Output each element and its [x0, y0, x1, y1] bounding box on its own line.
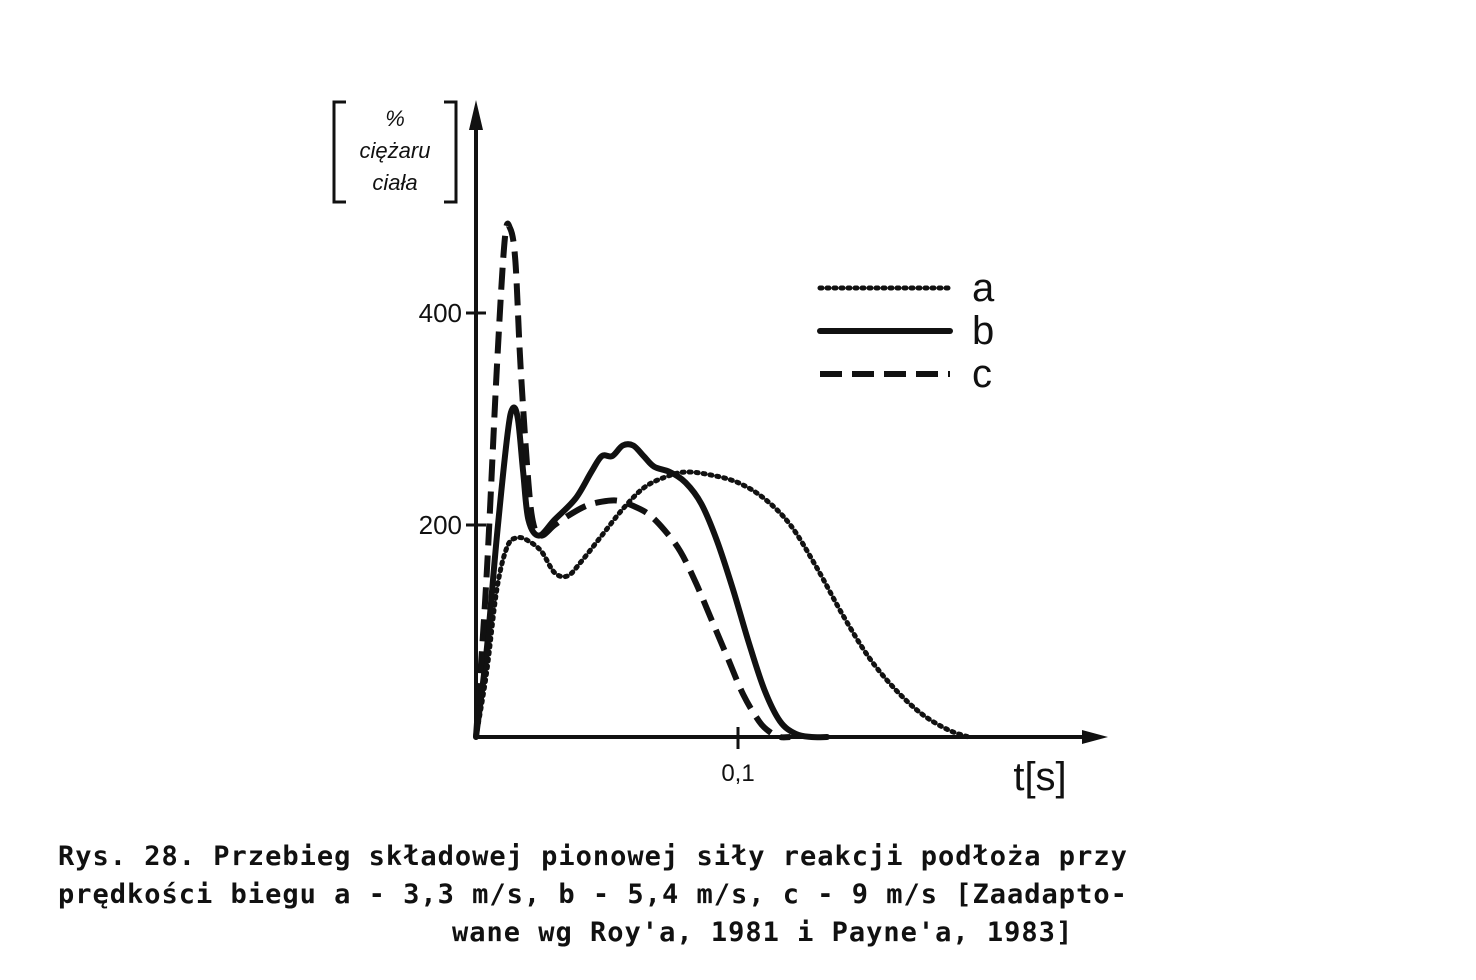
- axes: 200 400 0,1 t[s]% ciężaru ciała: [332, 100, 1108, 799]
- y-axis-label: % ciężaru ciała: [332, 100, 458, 204]
- y-label-bracket-left: [332, 100, 346, 204]
- figure-caption: Rys. 28. Przebieg składowej pionowej sił…: [40, 838, 1440, 952]
- x-axis-arrow: [1082, 730, 1108, 744]
- series-layer: [473, 220, 972, 741]
- legend-label-b: b: [972, 309, 994, 353]
- y-label-line-1: ciężaru: [360, 138, 431, 163]
- y-tick-label-1: 400: [419, 298, 462, 328]
- series-line-a: [473, 469, 972, 740]
- force-chart: 200 400 0,1 t[s]% ciężaru ciała abc: [332, 100, 1108, 799]
- caption-line-2: prędkości biegu a - 3,3 m/s, b - 5,4 m/s…: [58, 879, 1128, 910]
- y-label-bracket-right: [444, 100, 458, 204]
- caption-line-3: wane wg Roy'a, 1981 i Payne'a, 1983]: [452, 917, 1074, 948]
- legend-label-c: c: [972, 352, 992, 396]
- x-axis-label: t[s]: [1013, 755, 1066, 799]
- series-line-b: [473, 404, 831, 741]
- y-tick-label-0: 200: [419, 510, 462, 540]
- x-tick-label-0: 0,1: [721, 760, 754, 787]
- caption-line-1: Rys. 28. Przebieg składowej pionowej sił…: [58, 841, 1128, 872]
- legend-label-a: a: [972, 266, 995, 310]
- y-label-line-2: ciała: [372, 170, 417, 195]
- legend: abc: [817, 266, 995, 396]
- y-label-line-0: %: [385, 106, 405, 131]
- y-axis-arrow: [469, 100, 483, 130]
- series-line-c: [473, 220, 791, 741]
